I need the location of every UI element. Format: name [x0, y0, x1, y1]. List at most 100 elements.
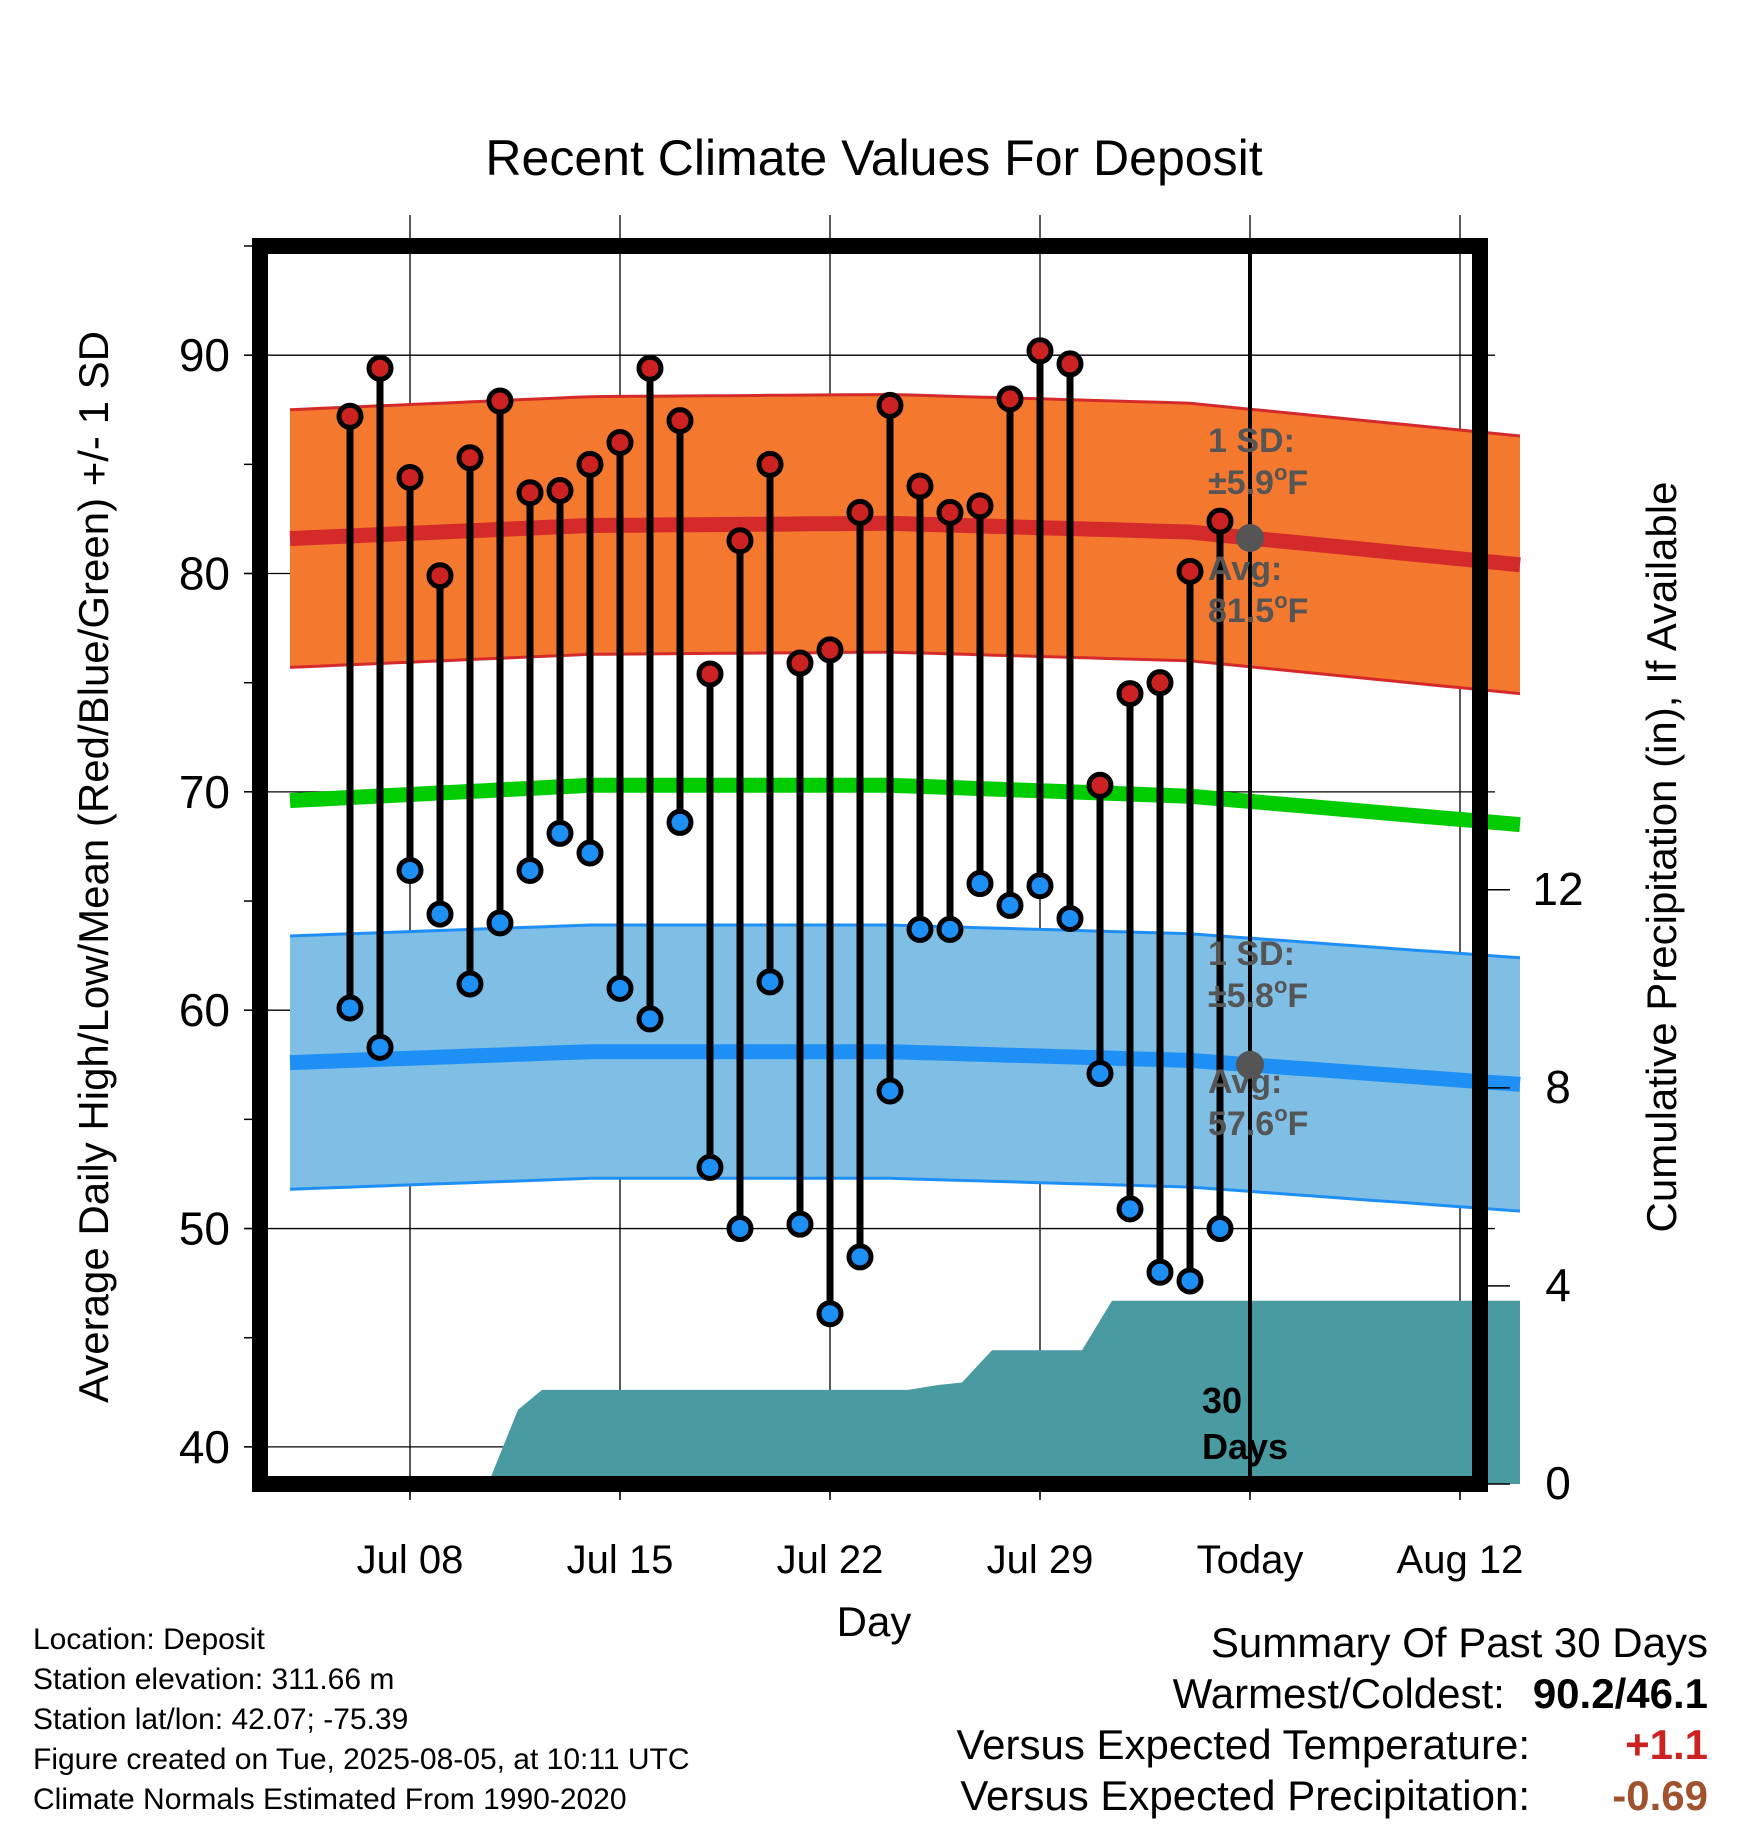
low-marker — [546, 819, 574, 847]
plot-frame — [252, 238, 1488, 1492]
high-marker — [1026, 337, 1054, 365]
low-marker — [906, 915, 934, 943]
cumulative-precip-area — [488, 1300, 1520, 1484]
precipitation-area — [488, 1300, 1520, 1484]
low-marker — [576, 839, 604, 867]
high-marker — [726, 527, 754, 555]
sd-band-lower-high — [289, 650, 1521, 696]
high-marker — [516, 479, 544, 507]
x-axis-label: Day — [837, 1598, 912, 1645]
avg-line-mean — [289, 777, 1521, 833]
high-marker — [336, 402, 364, 430]
x-tick-label: Jul 15 — [567, 1538, 674, 1582]
high-marker — [786, 649, 814, 677]
high-marker — [996, 385, 1024, 413]
unit-letter: F — [1287, 977, 1308, 1015]
high-marker — [756, 450, 784, 478]
summary-title: Summary Of Past 30 Days — [1210, 1619, 1708, 1666]
low-marker — [456, 970, 484, 998]
x-tick-label: Jul 29 — [987, 1538, 1094, 1582]
degree-sup: o — [1274, 973, 1287, 998]
info-normals: Climate Normals Estimated From 1990-2020 — [33, 1783, 627, 1816]
info-elevation: Station elevation: 311.66 m — [33, 1663, 395, 1696]
temp-value: +1.1 — [1625, 1721, 1708, 1768]
summary-precip: Versus Expected Precipitation: -0.69 — [956, 1770, 1708, 1821]
low-marker — [756, 968, 784, 996]
info-location: Location: Deposit — [33, 1623, 265, 1656]
x-tick-label: Aug 12 — [1397, 1538, 1524, 1582]
summary-warm-cold: Warmest/Coldest: 90.2/46.1 — [956, 1668, 1708, 1719]
high-marker — [906, 472, 934, 500]
y-tick-label: 40 — [179, 1421, 230, 1473]
high-marker — [696, 660, 724, 688]
high-marker — [576, 450, 604, 478]
avg-line-low — [289, 1044, 1521, 1092]
avg-line-high — [289, 515, 1521, 573]
low-marker — [1206, 1215, 1234, 1243]
high-marker — [1146, 669, 1174, 697]
summary-panel: Summary Of Past 30 Days Warmest/Coldest:… — [956, 1617, 1708, 1821]
y2-tick-label: 8 — [1545, 1061, 1571, 1113]
low-marker — [666, 808, 694, 836]
unit-letter: F — [1288, 1105, 1309, 1143]
low-marker — [726, 1215, 754, 1243]
days-label: 30 Days — [1202, 1380, 1288, 1467]
high-marker — [1056, 350, 1084, 378]
low-marker — [1026, 872, 1054, 900]
degree-sup: o — [1274, 588, 1287, 613]
low-marker — [516, 856, 544, 884]
plot-border — [252, 238, 1488, 1492]
high-marker — [366, 354, 394, 382]
high-marker — [1116, 680, 1144, 708]
low-marker — [336, 994, 364, 1022]
low-marker — [996, 891, 1024, 919]
y2-tick-label: 4 — [1545, 1259, 1571, 1311]
high-avg-label: Avg: — [1208, 550, 1282, 588]
high-marker — [1206, 507, 1234, 535]
y2-tick-label: 12 — [1532, 863, 1583, 915]
low-marker — [876, 1077, 904, 1105]
low-marker — [396, 856, 424, 884]
low-sd-label: 1 SD: — [1208, 935, 1295, 973]
average-lines — [289, 515, 1521, 1092]
today-low-avg-dot — [1236, 1050, 1264, 1079]
low-avg-label: Avg: — [1208, 1063, 1282, 1101]
axes: 40 50 60 70 80 90 0 4 8 12 Jul 08 Jul 15 Jul 22 Jul 2… — [179, 245, 1584, 1582]
y-tick-label: 70 — [179, 766, 230, 818]
low-marker — [1146, 1258, 1174, 1286]
low-marker — [846, 1243, 874, 1271]
low-marker — [606, 974, 634, 1002]
unit-letter: F — [1288, 592, 1309, 630]
high-marker — [1086, 771, 1114, 799]
low-marker — [696, 1153, 724, 1181]
days-label-word: Days — [1202, 1426, 1288, 1467]
x-tick-label: Jul 08 — [357, 1538, 464, 1582]
high-marker — [396, 463, 424, 491]
high-marker — [636, 354, 664, 382]
precip-value: -0.69 — [1612, 1772, 1708, 1819]
low-marker — [816, 1300, 844, 1328]
days-label-number: 30 — [1202, 1380, 1242, 1421]
high-avg-value: 81.5oF — [1208, 588, 1308, 630]
low-marker — [1176, 1267, 1204, 1295]
low-marker — [1086, 1060, 1114, 1088]
y-axis-label-left: Average Daily High/Low/Mean (Red/Blue/Gr… — [70, 331, 117, 1403]
sd-band-lower-low — [289, 1176, 1521, 1213]
sd-band-low — [290, 925, 1520, 1212]
high-marker — [966, 492, 994, 520]
temp-label: Versus Expected Temperature: — [956, 1721, 1530, 1768]
y-axis-label-right: Cumulative Precipitation (in), If Availa… — [1638, 482, 1685, 1233]
warm-cold-label: Warmest/Coldest: — [1172, 1670, 1505, 1717]
degree-sup: o — [1274, 1101, 1287, 1126]
high-marker — [426, 562, 454, 590]
low-marker — [786, 1210, 814, 1238]
station-info: Location: Deposit Station elevation: 311… — [33, 1620, 690, 1820]
low-sd-value: ±5.8oF — [1208, 973, 1308, 1015]
y-tick-label: 90 — [179, 329, 230, 381]
low-marker — [426, 900, 454, 928]
low-marker — [966, 870, 994, 898]
high-marker — [666, 407, 694, 435]
low-marker — [636, 1005, 664, 1033]
chart-title: Recent Climate Values For Deposit — [485, 130, 1262, 186]
